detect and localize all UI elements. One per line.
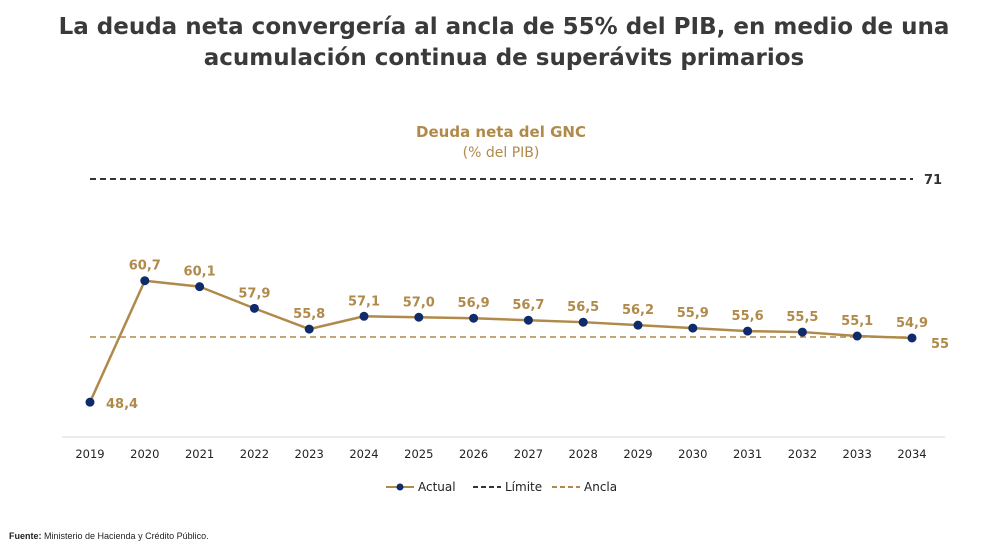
x-tick-label: 2023 (295, 447, 324, 461)
data-label: 55,1 (841, 314, 873, 329)
x-tick-label: 2029 (623, 447, 652, 461)
data-point (797, 327, 807, 337)
x-tick-label: 2025 (404, 447, 433, 461)
data-point (688, 323, 698, 333)
data-label: 55,8 (293, 307, 325, 322)
page-title-line-1: La deuda neta convergería al ancla de 55… (58, 14, 950, 40)
legend-label-actual: Actual (418, 480, 456, 494)
page-title-line-2: acumulación continua de superávits prima… (203, 45, 805, 71)
x-tick-label: 2022 (240, 447, 269, 461)
data-label: 56,2 (622, 303, 654, 318)
data-label: 56,7 (512, 298, 544, 313)
legend-label-limite: Límite (505, 480, 542, 494)
legend-label-ancla: Ancla (584, 480, 617, 494)
x-tick-label: 2024 (349, 447, 378, 461)
data-point (578, 317, 588, 327)
data-point (633, 320, 643, 330)
x-tick-label: 2028 (569, 447, 598, 461)
reference-label-ancla: 55 (931, 337, 949, 352)
data-point (469, 313, 479, 323)
data-point (743, 326, 753, 336)
source-note: Fuente: Ministerio de Hacienda y Crédito… (9, 531, 209, 541)
data-point (523, 315, 533, 325)
series-line-actual (88, 279, 913, 403)
data-point (249, 303, 259, 313)
data-label: 56,5 (567, 300, 599, 315)
data-point (359, 311, 369, 321)
chart-subtitle: (% del PIB) (463, 145, 540, 161)
data-label: 55,9 (677, 306, 709, 321)
legend-marker-actual (396, 483, 404, 491)
x-tick-label: 2026 (459, 447, 488, 461)
data-label: 55,5 (786, 310, 818, 325)
data-label: 57,0 (403, 295, 435, 310)
x-tick-label: 2033 (843, 447, 872, 461)
reference-label-limite: 71 (924, 173, 942, 188)
legend: Actual Límite Ancla (386, 480, 617, 494)
source-label: Fuente: (9, 531, 42, 541)
data-label: 55,6 (732, 309, 764, 324)
data-label: 54,9 (896, 316, 928, 331)
data-point (304, 324, 314, 334)
x-tick-label: 2021 (185, 447, 214, 461)
data-point (195, 282, 205, 292)
x-tick-label: 2031 (733, 447, 762, 461)
x-tick-label: 2027 (514, 447, 543, 461)
data-point (907, 333, 917, 343)
data-point (85, 397, 95, 407)
source-text: Ministerio de Hacienda y Crédito Público… (44, 531, 209, 541)
data-point (414, 312, 424, 322)
data-label: 60,1 (184, 265, 216, 280)
x-tick-label: 2020 (130, 447, 159, 461)
data-label: 57,1 (348, 294, 380, 309)
chart-title: Deuda neta del GNC (416, 123, 586, 141)
x-tick-label: 2030 (678, 447, 707, 461)
data-label: 60,7 (129, 259, 161, 274)
page-title: La deuda neta convergería al ancla de 55… (0, 12, 1008, 74)
x-tick-label: 2034 (897, 447, 926, 461)
data-point (852, 331, 862, 341)
data-label: 56,9 (458, 296, 490, 311)
data-point (140, 276, 150, 286)
data-label: 48,4 (106, 397, 138, 412)
data-label: 57,9 (238, 286, 270, 301)
x-tick-label: 2019 (75, 447, 104, 461)
x-tick-label: 2032 (788, 447, 817, 461)
